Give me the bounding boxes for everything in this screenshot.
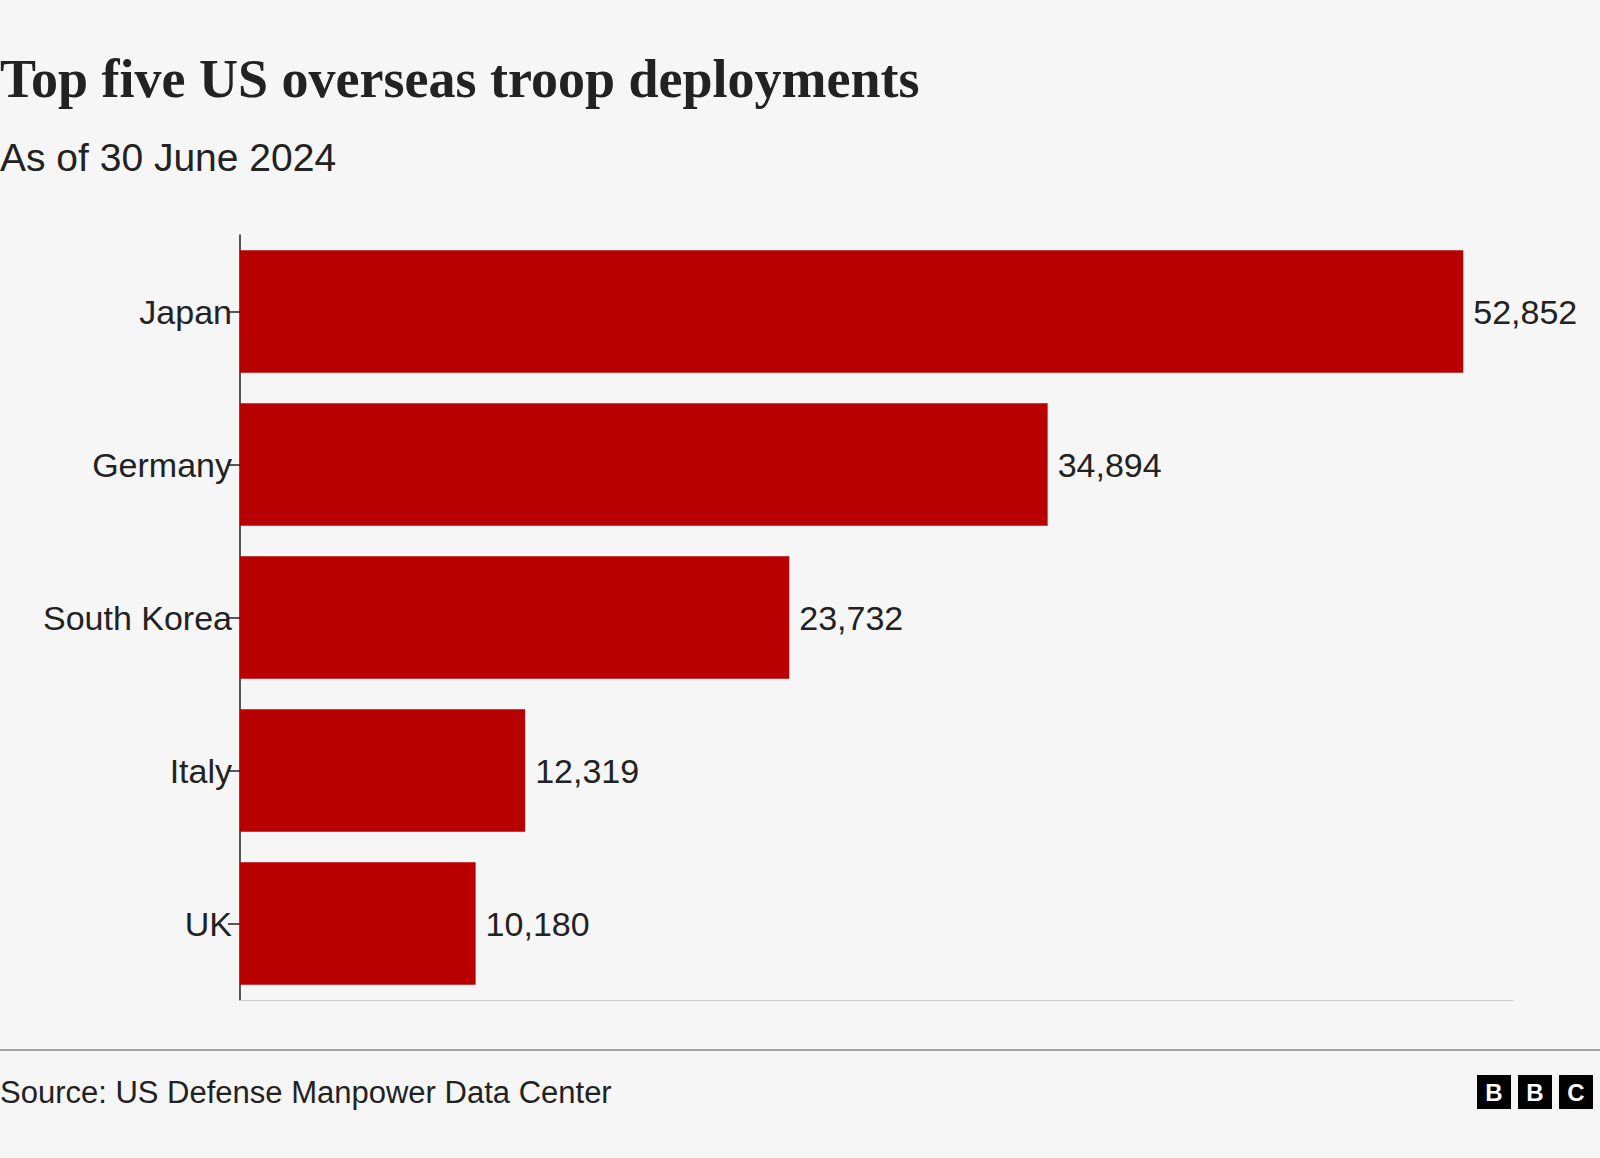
svg-text:South Korea: South Korea	[43, 599, 232, 637]
svg-text:34,894: 34,894	[1058, 446, 1162, 484]
svg-text:Italy: Italy	[170, 752, 232, 790]
svg-text:Germany: Germany	[92, 446, 232, 484]
svg-text:52,852: 52,852	[1473, 293, 1577, 331]
svg-text:UK: UK	[185, 905, 233, 943]
svg-text:Japan: Japan	[139, 293, 232, 331]
svg-text:B: B	[1526, 1079, 1543, 1106]
svg-text:Top five US overseas troop dep: Top five US overseas troop deployments	[0, 49, 920, 109]
svg-text:C: C	[1567, 1079, 1584, 1106]
svg-text:As of 30 June 2024: As of 30 June 2024	[0, 136, 336, 179]
svg-text:10,180: 10,180	[486, 905, 590, 943]
svg-text:Source: US Defense Manpower Da: Source: US Defense Manpower Data Center	[0, 1075, 612, 1110]
svg-text:B: B	[1485, 1079, 1502, 1106]
svg-text:12,319: 12,319	[535, 752, 639, 790]
svg-text:23,732: 23,732	[799, 599, 903, 637]
